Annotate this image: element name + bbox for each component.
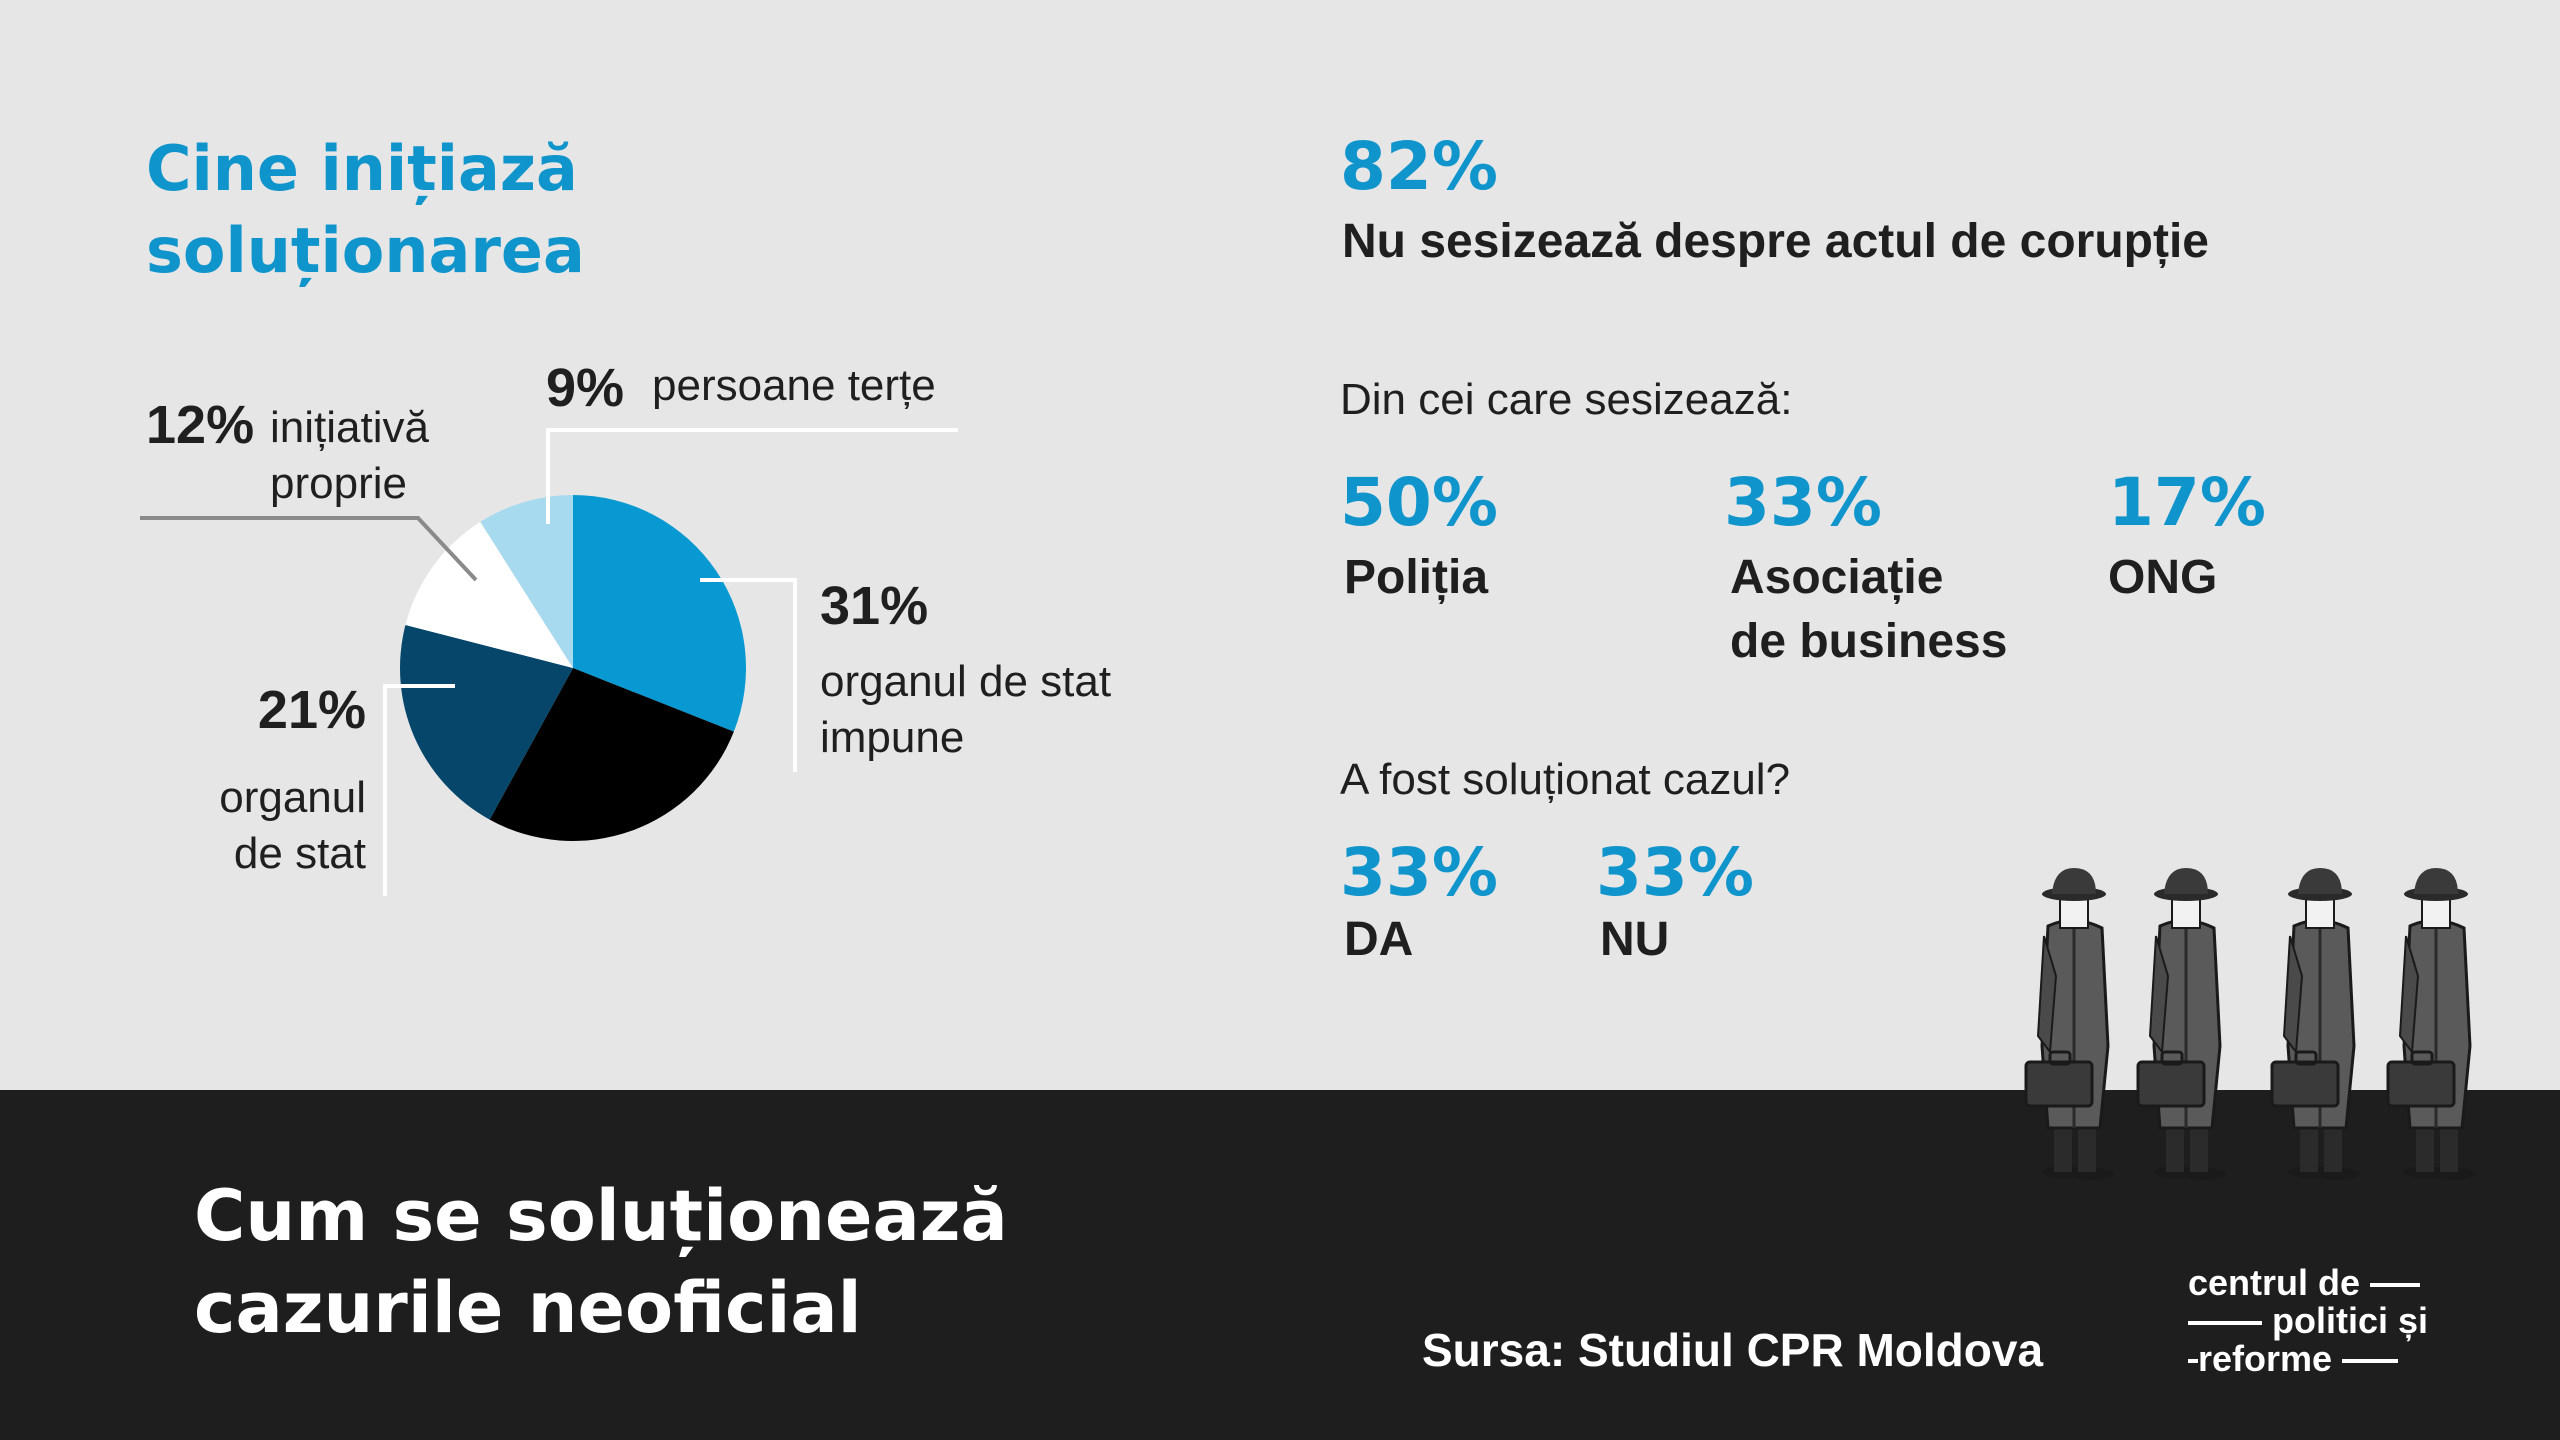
footer-title-line2: cazurile neoficial xyxy=(194,1267,862,1349)
logo-line2: politici și xyxy=(2272,1300,2429,1341)
pie-slices xyxy=(400,495,746,841)
slice-pct-12: 12% xyxy=(146,395,255,455)
logo-dash-3 xyxy=(2188,1359,2198,1364)
leader-line-12 xyxy=(140,516,478,582)
slice-label-9: 9% xyxy=(546,358,624,418)
pie-slice-0 xyxy=(573,495,746,732)
resolved-no: 33% NU xyxy=(1596,838,1754,972)
slice-label-12: 12% xyxy=(146,395,254,455)
resolved-no-label: NU xyxy=(1600,913,1670,966)
logo-dash-2 xyxy=(2188,1321,2262,1326)
chart-title-line1: Cine inițiază xyxy=(146,132,578,205)
logo-dash-1 xyxy=(2370,1283,2421,1288)
resolved-yes-pct: 33% xyxy=(1340,834,1498,911)
slice-text-31-line2: impune xyxy=(820,713,965,762)
reporter-police: 50% Poliția xyxy=(1340,468,1498,610)
reporter-business-pct: 33% xyxy=(1724,464,1882,541)
reporter-ngo: 17% ONG xyxy=(2108,468,2266,610)
slice-pct-9: 9% xyxy=(546,358,625,418)
reporter-ngo-label: ONG xyxy=(2108,551,2218,604)
cpr-logo: centrul de politici și reforme xyxy=(2188,1264,2448,1378)
slice-text-12: inițiativă proprie xyxy=(270,400,429,512)
pie-slice-1 xyxy=(489,668,734,841)
leader-line-21 xyxy=(383,684,455,896)
chart-title: Cine inițiază soluționarea xyxy=(146,128,585,292)
resolved-subheading: A fost soluționat cazul? xyxy=(1340,755,1791,804)
pie-chart xyxy=(140,428,958,896)
slice-label-31: 31% organul de stat impune xyxy=(820,576,1111,766)
logo-line3: reforme xyxy=(2198,1338,2333,1379)
slice-pct-31: 31% xyxy=(820,576,929,636)
slice-text-21-line2: de stat xyxy=(233,829,366,878)
slice-label-21: 21% organul de stat xyxy=(206,680,366,882)
chart-title-line2: soluționarea xyxy=(146,214,585,287)
slice-text-12-line2: proprie xyxy=(270,459,407,508)
leader-line-31 xyxy=(700,578,797,772)
reporter-police-label: Poliția xyxy=(1344,551,1489,604)
reporters-subheading: Din cei care sesizează: xyxy=(1340,375,1793,424)
pie-slice-2 xyxy=(400,624,573,820)
reporter-ngo-pct: 17% xyxy=(2108,464,2266,541)
resolved-no-pct: 33% xyxy=(1596,834,1754,911)
reporter-business-label-line1: Asociație xyxy=(1730,551,1944,604)
footer-title-line1: Cum se soluționează xyxy=(194,1175,1008,1257)
logo-dash-4 xyxy=(2342,1359,2399,1364)
source-note: Sursa: Studiul CPR Moldova xyxy=(1422,1324,2044,1376)
businessmen-with-briefcases-icon xyxy=(2024,866,2478,1180)
slice-text-12-line1: inițiativă xyxy=(270,403,429,452)
main-percentage: 82% xyxy=(1340,128,1498,205)
logo-line1: centrul de xyxy=(2188,1262,2361,1303)
main-statement: Nu sesizează despre actul de corupție xyxy=(1342,215,2209,268)
reporter-business-label-line2: de business xyxy=(1730,615,2008,668)
slice-text-21-line1: organul xyxy=(219,773,366,822)
slice-text-31-line1: organul de stat xyxy=(820,657,1112,706)
slice-text-9: persoane terțe xyxy=(652,361,936,410)
resolved-yes: 33% DA xyxy=(1340,838,1498,972)
reporter-business: 33% Asociație de business xyxy=(1724,468,2007,674)
resolved-yes-label: DA xyxy=(1344,913,1414,966)
reporter-police-pct: 50% xyxy=(1340,464,1498,541)
pie-slice-4 xyxy=(480,495,573,668)
footer-title: Cum se soluționează cazurile neoficial xyxy=(194,1170,1008,1354)
pie-slice-3 xyxy=(405,521,573,668)
slice-pct-21: 21% xyxy=(257,680,366,740)
footer-band xyxy=(0,1090,2560,1440)
leader-line-9 xyxy=(546,428,958,524)
